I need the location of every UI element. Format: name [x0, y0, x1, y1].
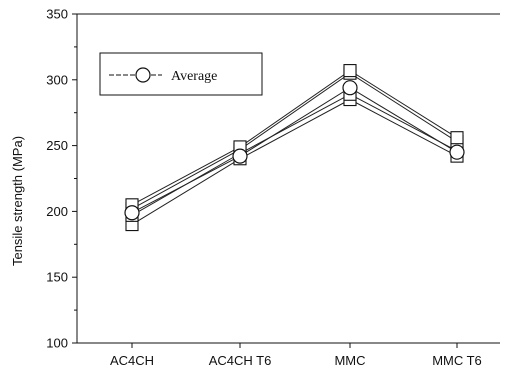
x-tick-label-2: MMC — [334, 353, 365, 368]
series-4-point-0 — [124, 205, 140, 221]
y-axis-title: Tensile strength (MPa) — [10, 136, 25, 266]
x-tick-label-3: MMC T6 — [432, 353, 482, 368]
series-3-point-2 — [343, 64, 357, 78]
y-tick-label-250: 250 — [46, 138, 68, 153]
legend: Average — [99, 52, 263, 96]
legend-box — [99, 52, 263, 96]
legend-circle-marker — [135, 67, 151, 83]
y-tick-label-300: 300 — [46, 72, 68, 87]
y-tick-label-200: 200 — [46, 204, 68, 219]
series-4-line — [131, 87, 458, 214]
series-0-line — [131, 98, 458, 226]
x-tick-label-1: AC4CH T6 — [209, 353, 272, 368]
y-tick-label-350: 350 — [46, 7, 68, 22]
x-tick-label-0: AC4CH — [110, 353, 154, 368]
labels-layer: Tensile strength (MPa) — [10, 136, 25, 266]
series-4-point-2 — [342, 80, 358, 96]
y-tick-label-150: 150 — [46, 270, 68, 285]
series-1-line — [131, 93, 458, 216]
axes-layer: 100 150 200 250 300 350 AC4CH AC4CH T6 MMC MMC T6 — [46, 7, 500, 368]
y-tick-label-100: 100 — [46, 336, 68, 351]
series-3-line — [131, 70, 458, 206]
series-4-point-3 — [449, 144, 465, 160]
legend-label-average: Average — [171, 69, 217, 84]
series-3-point-3 — [450, 131, 464, 145]
series-4-point-1 — [232, 148, 248, 164]
series-layer — [124, 64, 465, 232]
series-2-line — [131, 72, 458, 210]
